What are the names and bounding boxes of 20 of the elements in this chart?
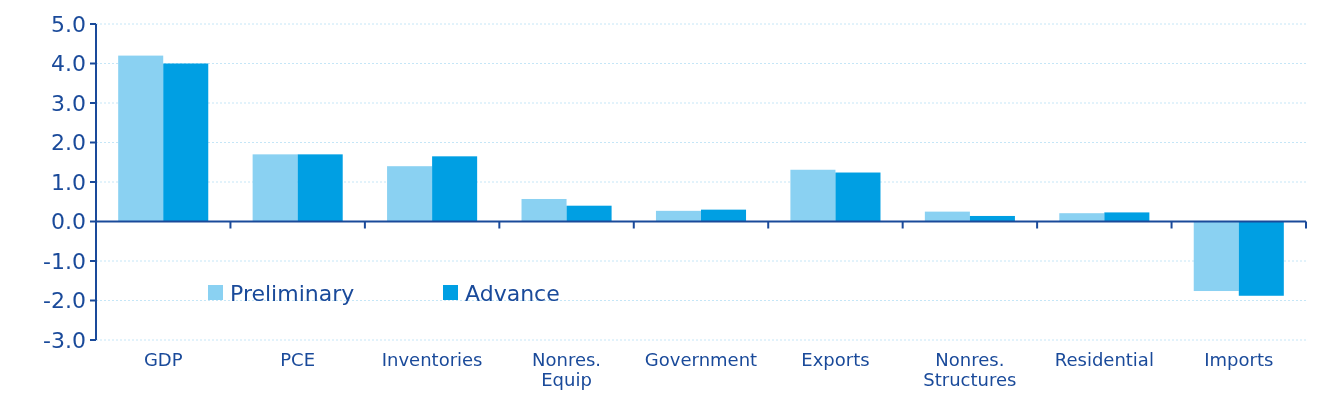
y-tick-label: 2.0 [51, 130, 86, 156]
x-tick-label: Government [644, 349, 758, 370]
x-tick-label: Exports [801, 349, 870, 370]
legend-label: Advance [465, 280, 560, 306]
y-tick-label: 1.0 [51, 169, 86, 195]
x-tick-label: Nonres. Structures [923, 349, 1017, 390]
x-tick-label: GDP [143, 349, 183, 370]
x-tick-label: Nonres. Equip [532, 349, 602, 390]
y-tick-label: 4.0 [51, 51, 86, 77]
y-tick-label: 0.0 [51, 209, 86, 235]
legend-label: Preliminary [230, 280, 355, 306]
x-tick-label: Inventories [381, 349, 483, 370]
y-tick-label: -3.0 [43, 327, 86, 353]
y-tick-label: 5.0 [51, 11, 86, 37]
y-tick-label: -2.0 [43, 288, 86, 314]
y-tick-label: 3.0 [51, 90, 86, 116]
y-tick-label: -1.0 [43, 248, 86, 274]
x-tick-label: Imports [1204, 349, 1274, 370]
x-tick-label: Residential [1054, 349, 1154, 370]
x-tick-label: PCE [280, 349, 316, 370]
